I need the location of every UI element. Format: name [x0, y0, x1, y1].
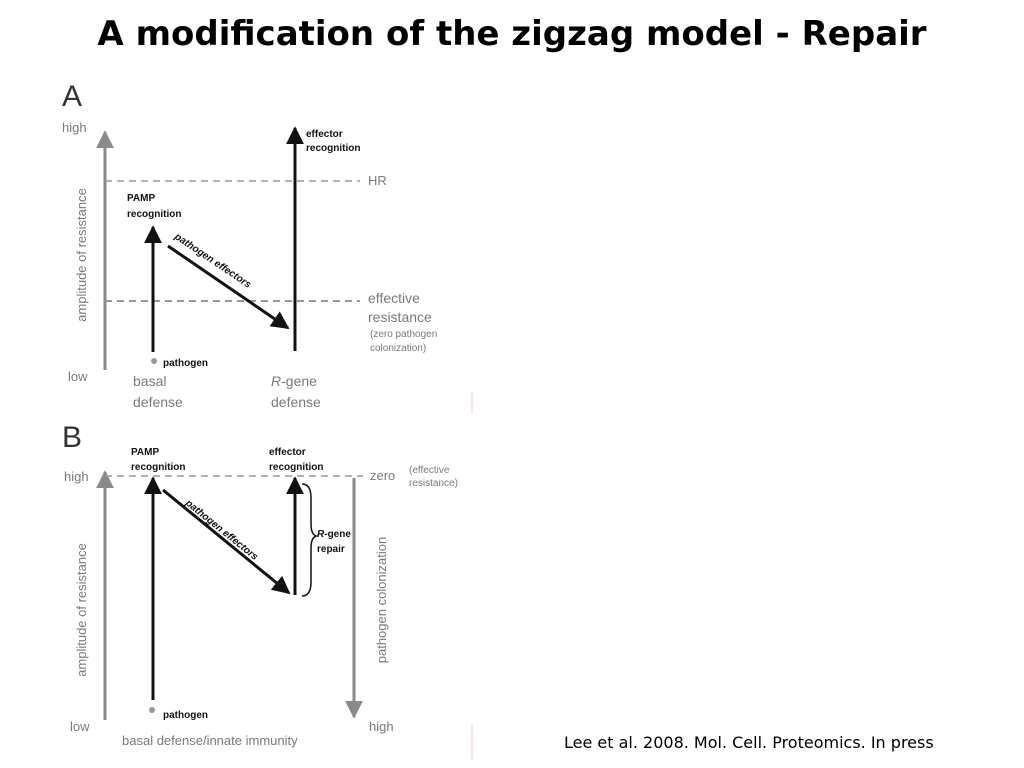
panel-a-rgene-label-1: R-gene: [271, 373, 317, 389]
panel-b-effector-label-1: effector: [269, 447, 306, 458]
panel-b-repair-label-2: repair: [317, 544, 345, 555]
zigzag-figure: A high low amplitude of resistance HR ef…: [62, 80, 473, 760]
slide-title: A modification of the zigzag model - Rep…: [97, 14, 927, 54]
panel-a-pamp-label-1: PAMP: [127, 193, 155, 204]
panel-b-repair-prefix: R: [317, 529, 325, 540]
panel-a-effector-label-1: effector: [306, 129, 343, 140]
panel-b-pathogen-effectors-arrow: [162, 488, 291, 595]
panel-a: A high low amplitude of resistance HR ef…: [62, 80, 473, 414]
panel-b-pathogen-effectors-label: pathogen effectors: [182, 497, 260, 563]
panel-b-y-low: low: [70, 719, 90, 734]
panel-a-basal-label-1: basal: [133, 373, 166, 389]
panel-a-hr-label: HR: [368, 173, 387, 188]
panel-b-x-label: basal defense/innate immunity: [122, 733, 298, 748]
panel-b-repair-suffix: -gene: [324, 529, 351, 540]
panel-a-rgene-prefix: R: [271, 373, 281, 389]
panel-b-effector-label-2: recognition: [269, 462, 323, 473]
panel-a-pathogen-dot: [151, 358, 157, 364]
panel-a-effective-label-2: resistance: [368, 309, 432, 325]
panel-a-y-low: low: [68, 369, 88, 384]
panel-a-letter: A: [62, 80, 82, 113]
panel-b-pathogen-dot: [149, 707, 155, 713]
panel-b-repair-label-1: R-gene: [317, 529, 351, 540]
panel-b-effective-label-1: (effective: [409, 465, 450, 476]
panel-a-y-high: high: [62, 120, 87, 135]
panel-a-zero-label-1: (zero pathogen: [370, 329, 437, 340]
panel-b-y-high: high: [64, 469, 89, 484]
panel-a-pamp-label-2: recognition: [127, 209, 181, 220]
panel-b: B high low amplitude of resistance zero …: [62, 421, 473, 760]
panel-a-rgene-suffix: -gene: [281, 373, 317, 389]
panel-b-repair-brace: [301, 483, 319, 597]
panel-b-letter: B: [62, 421, 82, 454]
panel-a-effector-label-2: recognition: [306, 143, 360, 154]
panel-a-pathogen-label: pathogen: [163, 358, 208, 369]
panel-a-rgene-label-2: defense: [271, 394, 321, 410]
panel-b-right-axis-label: pathogen colonization: [374, 537, 389, 664]
panel-b-pathogen-label: pathogen: [163, 710, 208, 721]
panel-b-zero-label: zero: [370, 468, 395, 483]
panel-b-pamp-label-1: PAMP: [131, 447, 159, 458]
citation: Lee et al. 2008. Mol. Cell. Proteomics. …: [564, 733, 934, 752]
panel-b-pamp-label-2: recognition: [131, 462, 185, 473]
panel-a-basal-label-2: defense: [133, 394, 183, 410]
panel-a-pathogen-effectors-label: pathogen effectors: [171, 231, 253, 291]
panel-a-pathogen-effectors-arrow: [167, 244, 290, 330]
panel-a-y-axis-label: amplitude of resistance: [74, 188, 89, 322]
panel-b-effective-label-2: resistance): [409, 478, 458, 489]
panel-b-right-high: high: [369, 719, 394, 734]
panel-b-y-axis-label: amplitude of resistance: [74, 543, 89, 677]
panel-a-effective-label-1: effective: [368, 290, 420, 306]
panel-a-zero-label-2: colonization): [370, 343, 426, 354]
